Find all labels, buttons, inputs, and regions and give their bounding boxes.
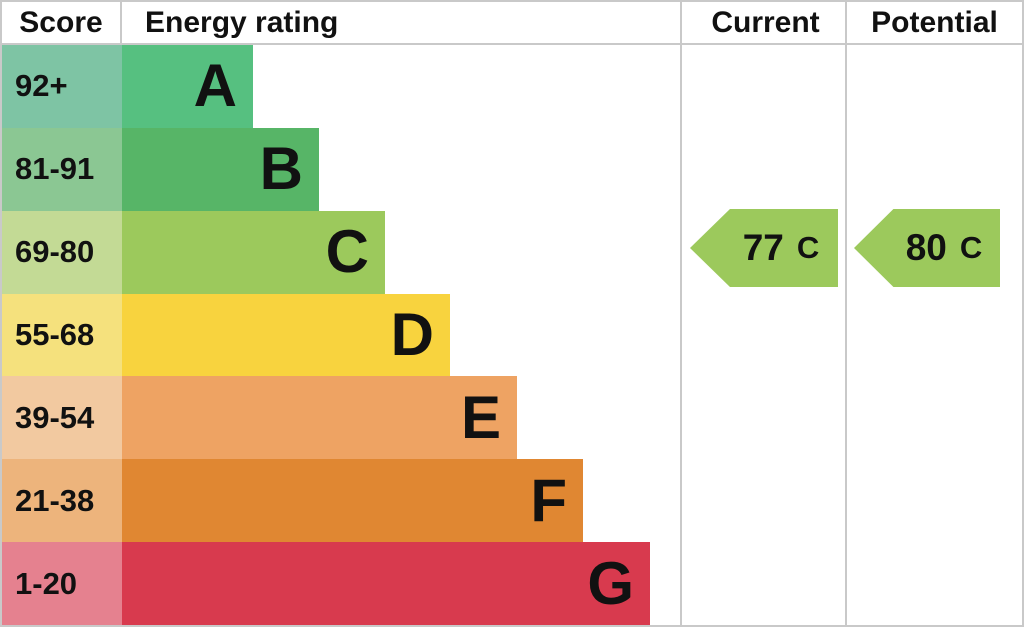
band-bar: A: [122, 45, 253, 128]
bands-area: 92+ A 81-91 B 69-80 C 55-68 D 39-54 E 21-38 F 1-20 G: [2, 45, 1022, 625]
potential-rating-letter: C: [959, 230, 983, 265]
header-energy-rating: Energy rating: [145, 5, 339, 39]
band-score-range: 92+: [2, 45, 122, 128]
band-row: 55-68 D: [2, 293, 1022, 377]
current-rating-letter: C: [796, 230, 820, 265]
band-row: 1-20 G: [2, 542, 1022, 625]
potential-column-divider: [845, 2, 847, 625]
band-bar: B: [122, 127, 319, 211]
band-bar: C: [122, 210, 385, 294]
band-bar: E: [122, 376, 517, 460]
band-row: 21-38 F: [2, 459, 1022, 543]
band-score-range: 69-80: [2, 210, 122, 294]
band-row: 92+ A: [2, 45, 1022, 128]
header-row: Score Energy rating Current Potential: [2, 2, 1022, 45]
band-row: 81-91 B: [2, 127, 1022, 211]
current-rating-value: 77: [742, 227, 784, 268]
current-column-divider: [680, 2, 682, 625]
band-score-range: 1-20: [2, 542, 122, 625]
band-bar: G: [122, 542, 650, 625]
header-current: Current: [711, 5, 820, 39]
band-bar: F: [122, 459, 583, 543]
band-score-range: 21-38: [2, 459, 122, 543]
potential-rating-value: 80: [905, 227, 947, 268]
header-score: Score: [2, 2, 122, 43]
band-bar: D: [122, 293, 450, 377]
band-row: 39-54 E: [2, 376, 1022, 460]
band-score-range: 55-68: [2, 293, 122, 377]
band-score-range: 39-54: [2, 376, 122, 460]
header-potential: Potential: [871, 5, 998, 39]
band-score-range: 81-91: [2, 127, 122, 211]
band-row: 69-80 C: [2, 210, 1022, 294]
